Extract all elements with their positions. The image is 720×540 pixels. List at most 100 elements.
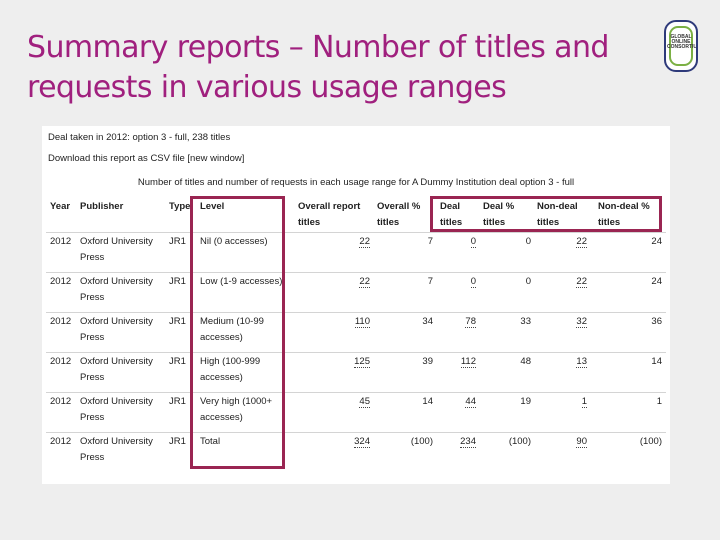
cell-publisher-text: Oxford University Press [80,436,153,463]
cell-type: JR1 [169,434,197,450]
cell-nondeal-count-text[interactable]: 90 [576,436,587,448]
cell-nondeal-count-text[interactable]: 22 [576,236,587,248]
cell-year-text: 2012 [50,396,72,407]
cell-type: JR1 [169,314,197,330]
cell-nondeal-pct-text: (100) [639,436,662,447]
cell-overall-count[interactable]: 45 [298,394,370,410]
cell-publisher: Oxford University Press [80,234,166,266]
cell-deal-pct: 48 [483,354,531,370]
cell-deal-count-text[interactable]: 44 [465,396,476,408]
consortium-logo: GLOBAL ONLINE CONSORTIUM [664,20,698,72]
cell-overall-pct: (100) [377,434,433,450]
cell-level-text: Nil (0 accesses) [200,236,268,247]
cell-type: JR1 [169,274,197,290]
cell-year-text: 2012 [50,276,72,287]
row-divider [46,352,666,353]
cell-overall-count[interactable]: 22 [298,234,370,250]
cell-type-text: JR1 [169,276,186,287]
cell-year: 2012 [50,274,78,290]
cell-deal-pct-text: 0 [525,276,531,287]
cell-overall-count[interactable]: 22 [298,274,370,290]
cell-type-text: JR1 [169,356,186,367]
table-caption: Number of titles and number of requests … [137,177,575,188]
cell-overall-count[interactable]: 110 [298,314,370,330]
cell-type-text: JR1 [169,316,186,327]
cell-overall-count-text[interactable]: 110 [354,316,370,328]
cell-deal-pct-text: (100) [508,436,531,447]
cell-overall-pct: 39 [377,354,433,370]
cell-overall-count-text[interactable]: 125 [354,356,370,368]
cell-deal-pct-text: 19 [520,396,531,407]
cell-overall-count[interactable]: 324 [298,434,370,450]
cell-overall-count-text[interactable]: 324 [354,436,370,448]
cell-nondeal-count[interactable]: 1 [537,394,587,410]
header-year: Year [50,201,71,212]
cell-level: Medium (10-99 accesses) [200,314,286,346]
cell-deal-count-text[interactable]: 78 [465,316,476,328]
cell-overall-count-text[interactable]: 45 [359,396,370,408]
cell-deal-count-text[interactable]: 0 [470,276,476,288]
row-divider [46,232,666,233]
cell-deal-count[interactable]: 44 [440,394,476,410]
cell-nondeal-count-text[interactable]: 1 [581,396,587,408]
cell-deal-count-text[interactable]: 234 [460,436,476,448]
cell-type: JR1 [169,234,197,250]
cell-overall-pct-text: 14 [422,396,433,407]
cell-nondeal-count-text[interactable]: 13 [576,356,587,368]
cell-deal-count[interactable]: 112 [440,354,476,370]
cell-publisher: Oxford University Press [80,394,166,426]
cell-deal-count[interactable]: 0 [440,274,476,290]
cell-publisher-text: Oxford University Press [80,236,153,263]
cell-overall-count-text[interactable]: 22 [359,236,370,248]
header-level: Level [200,201,225,212]
logo-ring-icon [669,26,693,66]
cell-deal-pct-text: 33 [520,316,531,327]
csv-download-link[interactable]: Download this report as CSV file [new wi… [48,153,245,164]
cell-deal-pct: 0 [483,274,531,290]
cell-nondeal-pct: 1 [598,394,662,410]
row-divider [46,432,666,433]
cell-overall-pct-text: 34 [422,316,433,327]
slide-title: Summary reports – Number of titles and r… [27,30,609,105]
cell-nondeal-pct-text: 14 [651,356,662,367]
header-deal: Deal titles [440,201,463,228]
cell-publisher: Oxford University Press [80,314,166,346]
cell-nondeal-pct-text: 1 [656,396,662,407]
cell-overall-pct: 7 [377,234,433,250]
cell-nondeal-count[interactable]: 32 [537,314,587,330]
cell-nondeal-count-text[interactable]: 22 [576,276,587,288]
cell-deal-count[interactable]: 78 [440,314,476,330]
cell-publisher: Oxford University Press [80,434,166,466]
cell-overall-count[interactable]: 125 [298,354,370,370]
cell-year: 2012 [50,434,78,450]
cell-nondeal-count[interactable]: 90 [537,434,587,450]
cell-deal-pct: 33 [483,314,531,330]
highlight-header-box [430,196,662,232]
cell-nondeal-pct-text: 36 [651,316,662,327]
header-deal-pct: Deal % titles [483,201,515,228]
cell-overall-pct-text: (100) [410,436,433,447]
cell-overall-count-text[interactable]: 22 [359,276,370,288]
cell-deal-pct: (100) [483,434,531,450]
cell-level: Very high (1000+ accesses) [200,394,286,426]
cell-overall-pct-text: 7 [427,236,433,247]
cell-year: 2012 [50,314,78,330]
cell-deal-pct: 19 [483,394,531,410]
cell-deal-pct-text: 0 [525,236,531,247]
cell-overall-pct-text: 7 [427,276,433,287]
cell-nondeal-pct: 24 [598,274,662,290]
cell-year-text: 2012 [50,436,72,447]
cell-deal-count-text[interactable]: 0 [470,236,476,248]
cell-deal-pct-text: 48 [520,356,531,367]
cell-publisher: Oxford University Press [80,274,166,306]
cell-nondeal-count-text[interactable]: 32 [576,316,587,328]
cell-nondeal-count[interactable]: 13 [537,354,587,370]
cell-deal-count[interactable]: 0 [440,234,476,250]
cell-type: JR1 [169,394,197,410]
cell-deal-count-text[interactable]: 112 [460,356,476,368]
cell-nondeal-count[interactable]: 22 [537,274,587,290]
cell-nondeal-pct: 24 [598,234,662,250]
cell-nondeal-count[interactable]: 22 [537,234,587,250]
cell-deal-count[interactable]: 234 [440,434,476,450]
cell-type: JR1 [169,354,197,370]
